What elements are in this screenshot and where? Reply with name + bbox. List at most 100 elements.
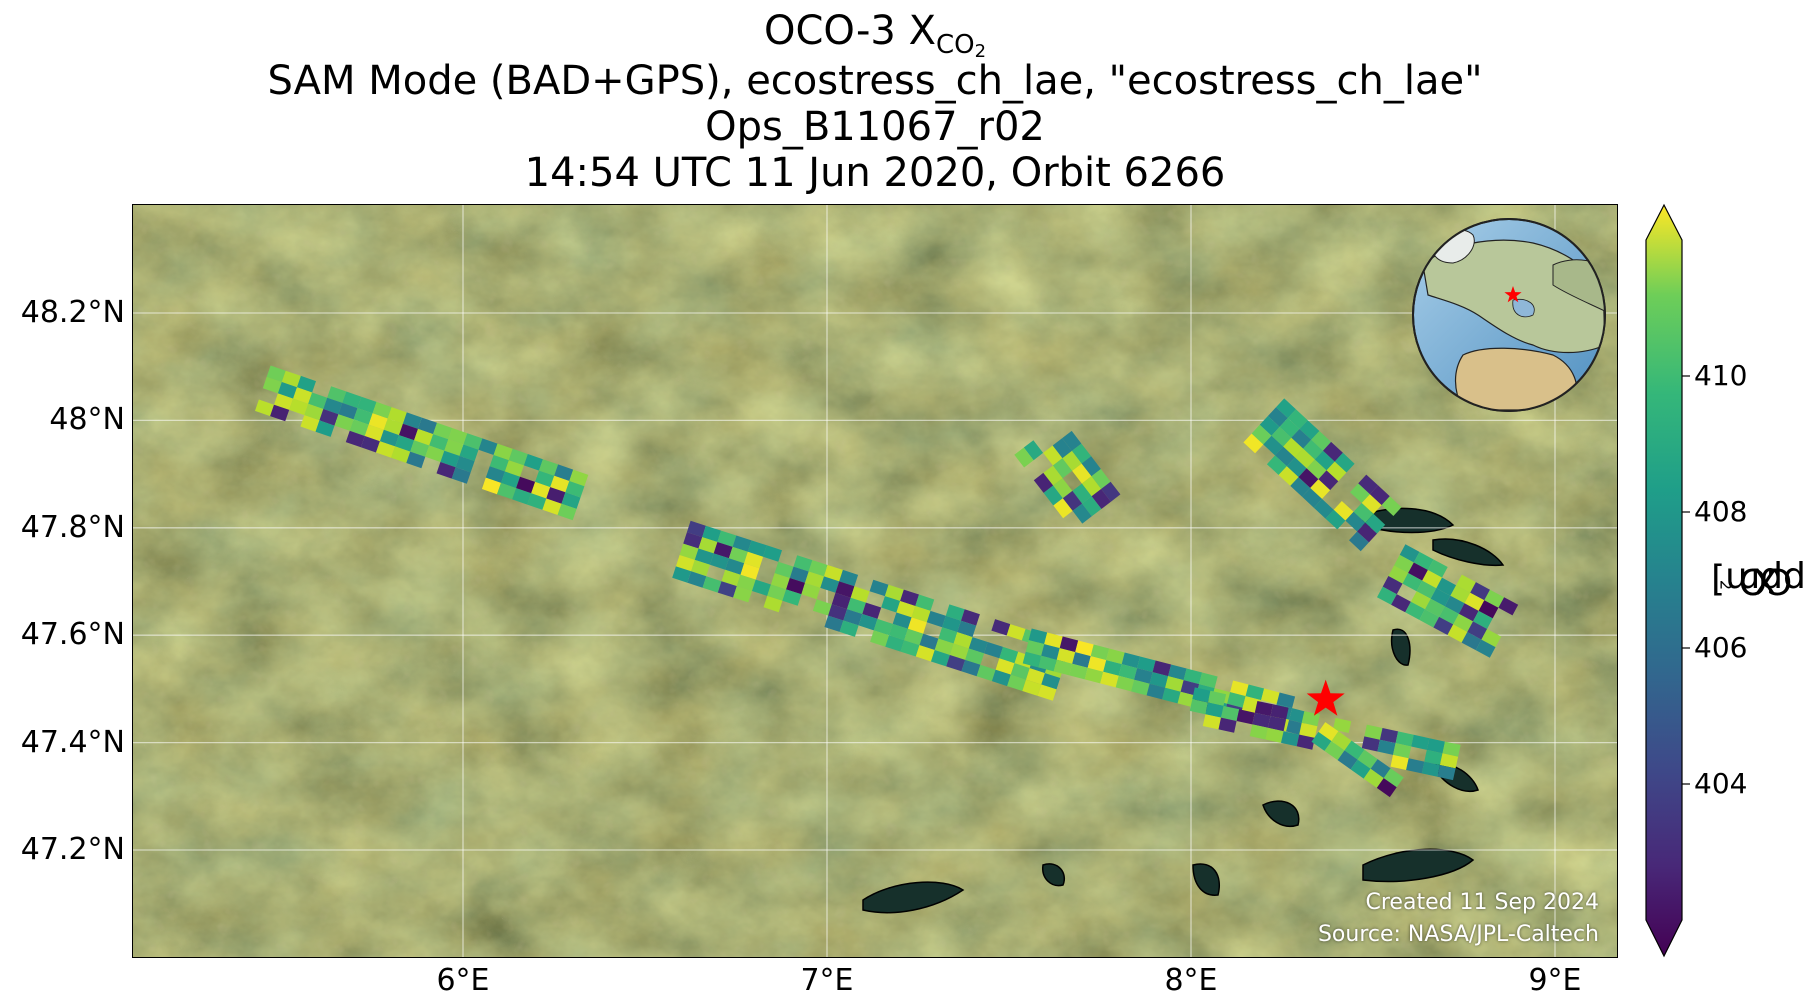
xco2-cell — [1189, 699, 1208, 715]
xco2-cell — [1318, 722, 1339, 742]
xco2-cell — [702, 576, 722, 593]
xco2-cell — [1101, 481, 1121, 502]
xco2-cell — [1221, 705, 1240, 721]
xco2-cell — [820, 576, 840, 593]
xco2-cell — [736, 574, 756, 591]
xco2-cell — [523, 454, 543, 471]
xco2-cell — [717, 530, 737, 547]
xco2-cell — [1028, 628, 1048, 645]
map-panel[interactable]: Created 11 Sep 2024 Source: NASA/JPL-Cal… — [132, 204, 1618, 958]
xco2-cell — [1168, 664, 1187, 681]
xco2-cell — [1043, 445, 1063, 466]
xco2-cell — [752, 579, 771, 596]
xco2-cell — [539, 459, 559, 476]
xco2-cell — [1263, 435, 1284, 456]
xco2-cell — [277, 382, 297, 399]
xco2-cell — [946, 655, 966, 672]
xco2-cell — [1353, 503, 1374, 523]
xco2-cell — [1323, 441, 1343, 462]
xco2-cell — [915, 645, 935, 662]
xco2-cell — [481, 477, 501, 495]
xco2-cell — [1311, 731, 1332, 751]
title-line-2: SAM Mode (BAD+GPS), ecostress_ch_lae, "e… — [267, 58, 1483, 104]
xco2-cell — [691, 559, 710, 577]
xco2-cell — [1410, 591, 1431, 610]
xco2-cell — [1072, 483, 1092, 504]
xco2-cell — [1207, 690, 1227, 706]
xco2-cell — [805, 571, 824, 588]
xco2-cell — [349, 419, 369, 436]
xco2-cell — [1350, 759, 1371, 779]
xco2-cell — [1379, 728, 1399, 744]
x-tick-label: 6°E — [436, 963, 490, 998]
xco2-cell — [1498, 597, 1519, 616]
xco2-cell — [931, 650, 950, 667]
credit-source: Source: NASA/JPL-Caltech — [1317, 922, 1599, 947]
lakes-layer — [862, 507, 1505, 914]
xco2-cell — [961, 659, 981, 677]
xco2-cell — [1022, 679, 1042, 696]
xco2-cell — [1364, 724, 1383, 740]
y-tick-label: 47.8°N — [20, 509, 125, 545]
xco2-cell — [1361, 494, 1382, 514]
xco2-cell — [1425, 598, 1445, 617]
xco2-cell — [1394, 554, 1414, 573]
xco2-cell — [281, 370, 301, 388]
xco2-cell — [999, 646, 1019, 664]
xco2-cell — [679, 543, 699, 560]
xco2-cell — [1365, 513, 1386, 534]
xco2-cell — [1072, 652, 1091, 668]
xco2-cell — [1023, 440, 1044, 461]
xco2-cell — [274, 393, 294, 410]
xco2-cell — [1043, 485, 1063, 506]
xco2-cell — [1134, 668, 1153, 684]
xco2-cell — [782, 589, 802, 606]
xco2-cell — [293, 387, 313, 404]
xco2-cell — [406, 451, 426, 469]
xco2-cell — [1302, 488, 1322, 508]
xco2-cell — [1281, 731, 1300, 747]
xco2-cell — [1276, 692, 1296, 709]
xco2-cell — [1090, 644, 1110, 661]
xco2-cell — [965, 648, 985, 665]
swath-H — [1243, 398, 1402, 552]
xco2-cell — [824, 565, 843, 582]
title-sub: CO2 — [935, 30, 987, 62]
xco2-cell — [744, 551, 764, 569]
xco2-cell — [1303, 439, 1323, 460]
xco2-cell — [569, 469, 589, 487]
lake-shape — [862, 881, 965, 914]
xco2-cell — [1444, 595, 1465, 614]
xco2-cell — [1278, 466, 1299, 486]
xco2-cell — [1265, 727, 1284, 743]
lake-shape — [1042, 863, 1065, 887]
xco2-cell — [512, 488, 532, 505]
xco2-cell — [345, 430, 365, 448]
xco2-cell — [1069, 663, 1088, 680]
xco2-cell — [884, 584, 904, 601]
xco2-cell — [1464, 592, 1485, 611]
xco2-cell — [873, 618, 893, 636]
xco2-cell — [1091, 489, 1111, 509]
xco2-cell — [1081, 456, 1101, 477]
title-main: OCO-3 X — [763, 8, 936, 54]
xco2-cell — [1402, 573, 1423, 592]
xco2-cell — [1072, 463, 1092, 484]
colorbar-tick-label: 406 — [1694, 631, 1748, 664]
xco2-cell — [489, 455, 509, 472]
xco2-cell — [770, 573, 790, 590]
xco2-cell — [1298, 468, 1319, 488]
xco2-cell — [1062, 450, 1082, 471]
inset-globe — [1412, 218, 1606, 412]
xco2-cell — [934, 638, 954, 655]
xco2-cell — [387, 407, 407, 424]
xco2-cell — [360, 436, 380, 453]
xco2-cell — [357, 396, 377, 414]
lake-shape — [1391, 628, 1411, 666]
xco2-cell — [1025, 640, 1045, 656]
xco2-cell — [686, 520, 706, 538]
xco2-cell — [839, 569, 859, 587]
swath-F — [1014, 430, 1121, 524]
xco2-cell — [451, 467, 471, 484]
xco2-cell — [683, 532, 703, 549]
